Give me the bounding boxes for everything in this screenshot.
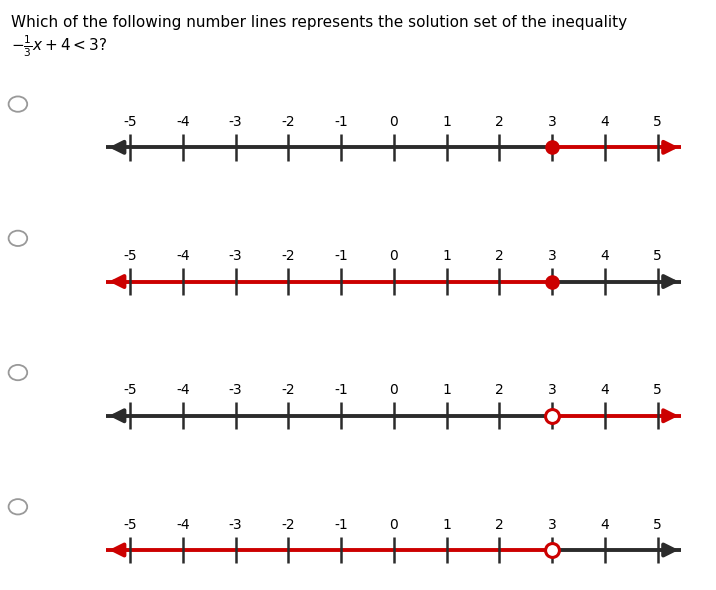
Text: Which of the following number lines represents the solution set of the inequalit: Which of the following number lines repr… bbox=[11, 15, 627, 59]
Text: 5: 5 bbox=[653, 384, 662, 398]
Text: -1: -1 bbox=[334, 517, 348, 532]
Text: 1: 1 bbox=[442, 249, 451, 263]
Text: 0: 0 bbox=[390, 384, 398, 398]
Text: -3: -3 bbox=[228, 517, 242, 532]
Text: -5: -5 bbox=[123, 384, 137, 398]
Text: -3: -3 bbox=[228, 115, 242, 129]
Text: 4: 4 bbox=[601, 249, 609, 263]
Text: -4: -4 bbox=[176, 115, 190, 129]
Text: 3: 3 bbox=[548, 384, 556, 398]
Text: 5: 5 bbox=[653, 249, 662, 263]
Text: -2: -2 bbox=[281, 384, 295, 398]
Text: -4: -4 bbox=[176, 384, 190, 398]
Text: 2: 2 bbox=[495, 249, 503, 263]
Text: 0: 0 bbox=[390, 517, 398, 532]
Text: -2: -2 bbox=[281, 115, 295, 129]
Text: -2: -2 bbox=[281, 249, 295, 263]
Text: -4: -4 bbox=[176, 249, 190, 263]
Text: 0: 0 bbox=[390, 115, 398, 129]
Text: -3: -3 bbox=[228, 384, 242, 398]
Text: 4: 4 bbox=[601, 517, 609, 532]
Text: -4: -4 bbox=[176, 517, 190, 532]
Text: -5: -5 bbox=[123, 115, 137, 129]
Text: 2: 2 bbox=[495, 115, 503, 129]
Text: 4: 4 bbox=[601, 115, 609, 129]
Text: -1: -1 bbox=[334, 115, 348, 129]
Text: -5: -5 bbox=[123, 517, 137, 532]
Text: 3: 3 bbox=[548, 249, 556, 263]
Text: 4: 4 bbox=[601, 384, 609, 398]
Text: -3: -3 bbox=[228, 249, 242, 263]
Text: 5: 5 bbox=[653, 115, 662, 129]
Text: -2: -2 bbox=[281, 517, 295, 532]
Text: 1: 1 bbox=[442, 115, 451, 129]
Text: -5: -5 bbox=[123, 249, 137, 263]
Text: 3: 3 bbox=[548, 115, 556, 129]
Text: -1: -1 bbox=[334, 384, 348, 398]
Text: 0: 0 bbox=[390, 249, 398, 263]
Text: 2: 2 bbox=[495, 384, 503, 398]
Text: 3: 3 bbox=[548, 517, 556, 532]
Text: 5: 5 bbox=[653, 517, 662, 532]
Text: -1: -1 bbox=[334, 249, 348, 263]
Text: 2: 2 bbox=[495, 517, 503, 532]
Text: 1: 1 bbox=[442, 384, 451, 398]
Text: 1: 1 bbox=[442, 517, 451, 532]
